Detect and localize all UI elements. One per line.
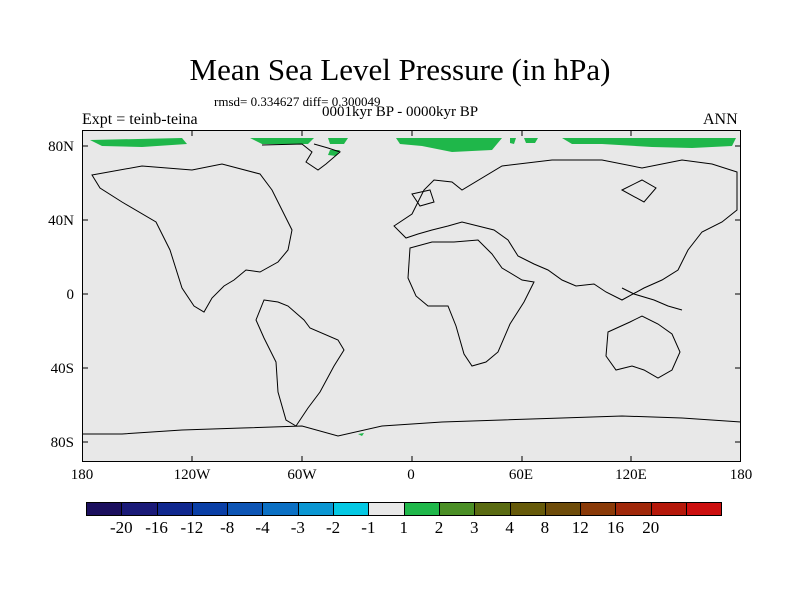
colorbar-swatch [298,503,335,515]
colorbar-label: -4 [255,518,270,537]
colorbar-swatch [545,503,582,515]
colorbar-label: 8 [540,518,550,537]
chart-title: Mean Sea Level Pressure (in hPa) [189,52,611,87]
colorbar-swatch [439,503,476,515]
coast-north-america [91,163,293,313]
lat-label-80n: 80N [48,139,74,155]
colorbar-swatch [687,503,722,515]
coast-greenland [261,143,341,171]
colorbar-label: 20 [642,518,660,537]
colorbar-swatch [369,503,405,515]
colorbar-swatch [122,503,158,515]
colorbar-label: -8 [220,518,235,537]
colorbar-swatch [404,503,440,515]
colorbar [86,502,723,516]
coast-british-isles [411,189,435,207]
colorbar-label: -20 [109,518,133,537]
colorbar-label: 4 [505,518,514,537]
lon-label-60e: 60E [508,467,534,483]
colorbar-label: -12 [180,518,204,537]
coast-australia [605,315,681,379]
lat-label-40s: 40S [50,361,74,377]
colorbar-label: 16 [607,518,624,537]
colorbar-swatch [581,503,617,515]
experiment-label: Expt = teinb-teina [82,111,198,128]
colorbar-swatch [510,503,546,515]
coast-indonesia [621,287,683,311]
colorbar-label: -2 [326,518,341,537]
lon-label-120e: 120E [615,467,647,483]
lon-label-60w: 60W [287,467,317,483]
axis-ticks [82,130,741,462]
coastlines [82,143,741,437]
colorbar-swatch [334,503,370,515]
lat-label-0: 0 [66,287,75,303]
coast-africa [407,239,535,367]
coast-antarctica [82,415,741,437]
colorbar-swatch [616,503,652,515]
colorbar-label: -3 [290,518,305,537]
colorbar-label: 3 [470,518,479,537]
lon-label-120w: 120W [173,467,211,483]
colorbar-label: 2 [434,518,444,537]
stats-label: rmsd= 0.334627 diff= 0.300049 [214,94,381,109]
colorbar-label: -1 [361,518,376,537]
lon-label-180w: 180 [70,467,94,483]
colorbar-swatch [192,503,229,515]
colorbar-swatch [228,503,264,515]
colorbar-label: 1 [399,518,408,537]
positive-anomaly-region [90,138,736,436]
lon-label-0: 0 [407,467,415,483]
colorbar-swatch [263,503,299,515]
lat-label-80s: 80S [50,435,74,451]
coast-eurasia [393,159,738,301]
season-label: ANN [703,111,738,128]
colorbar-label: 12 [571,518,589,537]
colorbar-swatch [157,503,193,515]
colorbar-label: -16 [145,518,168,537]
coast-south-america [255,299,345,427]
lon-label-180e: 180 [729,467,753,483]
lat-label-40n: 40N [48,213,74,229]
period-label: 0001kyr BP - 0000kyr BP [322,104,479,120]
colorbar-swatch [475,503,511,515]
map-panel [82,130,741,462]
coast-kamchatka [620,179,657,203]
colorbar-swatch [651,503,688,515]
colorbar-swatch [87,503,123,515]
